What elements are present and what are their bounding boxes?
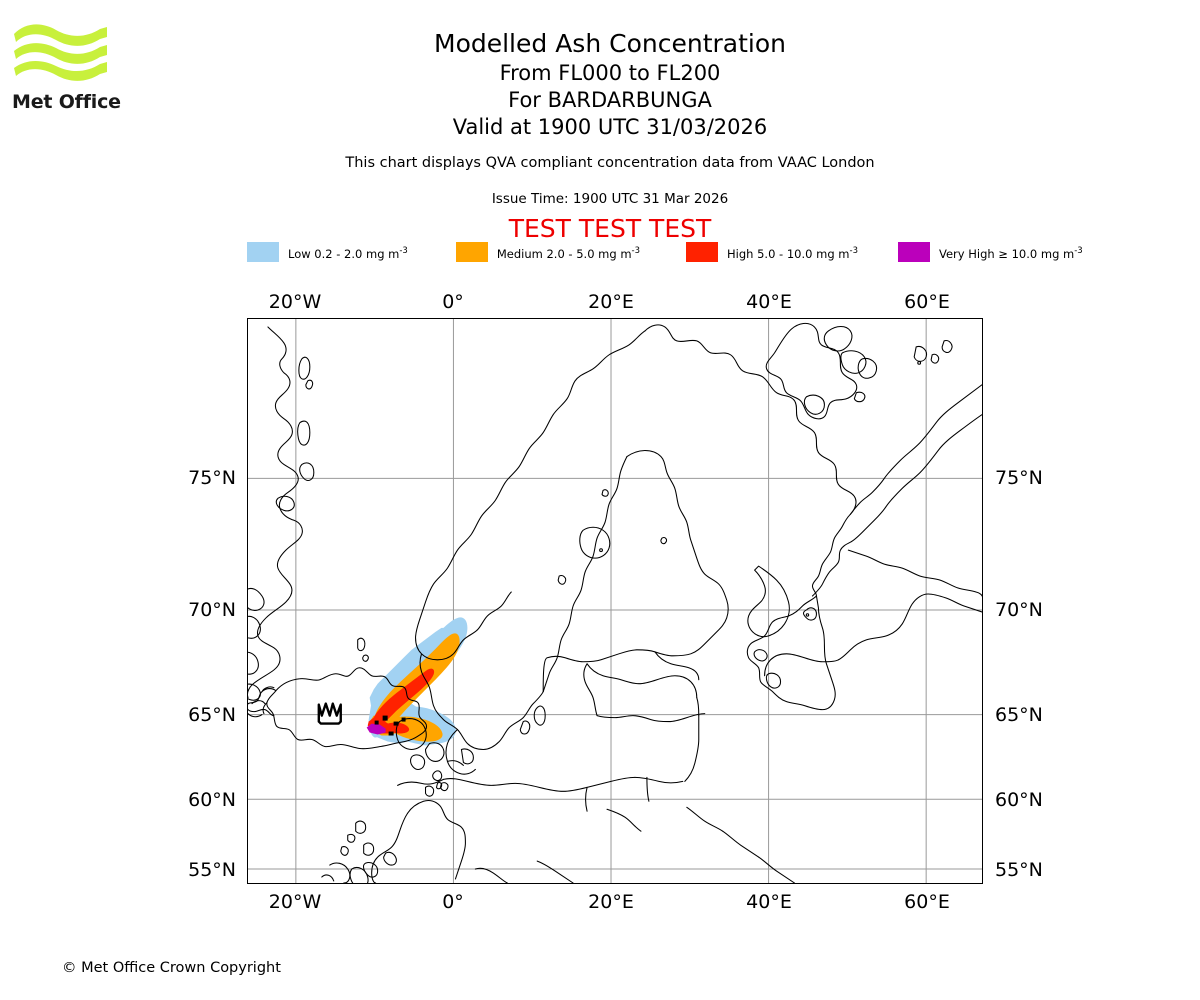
legend-swatch-low [247, 242, 279, 262]
legend-swatch-medium [455, 242, 488, 262]
lon-tick-top-4: 60°E [904, 291, 950, 313]
lat-tick-right-0: 75°N [995, 467, 1043, 489]
lon-tick-top-2: 20°E [588, 291, 634, 313]
volcano-location-marker[interactable] [317, 702, 342, 725]
lon-tick-bot-0: 20°W [268, 891, 322, 913]
met-office-logo: Met Office [12, 20, 132, 115]
met-office-logo-text: Met Office [12, 91, 121, 113]
legend-label-low: Low 0.2 - 2.0 mg m-3 [288, 245, 408, 260]
lat-tick-left-1: 70°N [188, 599, 236, 621]
legend-sup-low: -3 [399, 245, 408, 256]
copyright-notice: © Met Office Crown Copyright [62, 960, 281, 976]
map-frame [247, 318, 983, 884]
qva-disclaimer: This chart displays QVA compliant concen… [345, 155, 875, 171]
issue-time: Issue Time: 1900 UTC 31 Mar 2026 [491, 191, 729, 207]
legend-sup-very-high: -3 [1074, 245, 1083, 256]
legend-item-low: Low 0.2 - 2.0 mg m-3 [247, 241, 408, 263]
legend-text-high: High 5.0 - 10.0 mg m [727, 246, 850, 261]
lon-tick-bot-2: 20°E [588, 891, 634, 913]
test-banner: TEST TEST TEST [508, 214, 712, 243]
ash-concentration-map[interactable] [247, 318, 983, 884]
chart-title-block: Modelled Ash Concentration From FL000 to… [150, 28, 1070, 141]
met-office-wave-mark [14, 24, 107, 81]
legend-label-high: High 5.0 - 10.0 mg m-3 [727, 245, 858, 260]
legend-item-very-high: Very High ≥ 10.0 mg m-3 [897, 241, 1083, 263]
lat-tick-right-1: 70°N [995, 599, 1043, 621]
volcano-name: For BARDARBUNGA [508, 88, 712, 112]
legend-sup-medium: -3 [631, 245, 641, 256]
lat-tick-right-4: 55°N [995, 859, 1043, 881]
flight-level-range: From FL000 to FL200 [499, 61, 721, 85]
legend-item-high: High 5.0 - 10.0 mg m-3 [686, 241, 858, 263]
legend-text-medium: Medium 2.0 - 5.0 mg m [496, 246, 632, 261]
lat-tick-right-2: 65°N [995, 704, 1043, 726]
lon-tick-top-3: 40°E [746, 291, 792, 313]
lat-tick-left-3: 60°N [188, 789, 236, 811]
lat-tick-right-3: 60°N [995, 789, 1043, 811]
legend-sup-high: -3 [849, 245, 858, 256]
legend-swatch-high [686, 242, 719, 262]
lat-tick-left-4: 55°N [188, 859, 236, 881]
concentration-legend: Low 0.2 - 2.0 mg m-3 Medium 2.0 - 5.0 mg… [247, 241, 1083, 263]
map-canvas [248, 319, 982, 883]
legend-label-medium: Medium 2.0 - 5.0 mg m-3 [497, 245, 640, 260]
legend-swatch-very-high [897, 242, 930, 262]
map-gridlines [248, 319, 982, 883]
lon-tick-bot-3: 40°E [746, 891, 792, 913]
page-title: Modelled Ash Concentration [434, 29, 786, 58]
legend-text-low: Low 0.2 - 2.0 mg m [288, 246, 400, 261]
legend-text-very-high: Very High ≥ 10.0 mg m [938, 246, 1075, 261]
lon-tick-top-1: 0° [442, 291, 464, 313]
lat-tick-left-0: 75°N [188, 467, 236, 489]
legend-item-medium: Medium 2.0 - 5.0 mg m-3 [455, 241, 640, 263]
lon-tick-bot-1: 0° [442, 891, 464, 913]
legend-label-very-high: Very High ≥ 10.0 mg m-3 [939, 245, 1083, 260]
map-coastlines [248, 322, 982, 883]
ash-plume-very-high [366, 715, 406, 736]
valid-time: Valid at 1900 UTC 31/03/2026 [452, 115, 768, 139]
lon-tick-top-0: 20°W [268, 291, 322, 313]
lon-tick-bot-4: 60°E [904, 891, 950, 913]
lat-tick-left-2: 65°N [188, 704, 236, 726]
